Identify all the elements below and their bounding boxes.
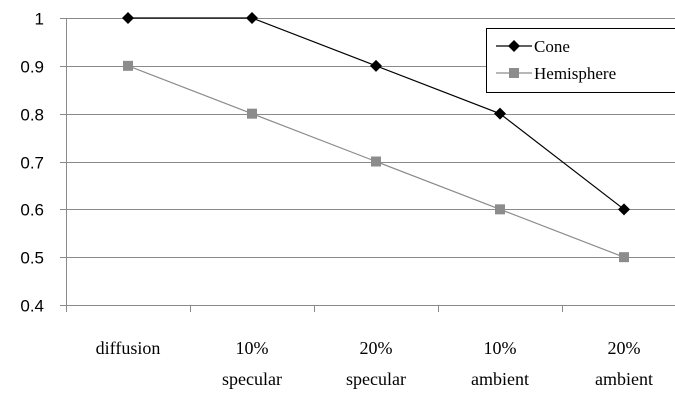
- legend: Cone Hemisphere: [486, 28, 675, 93]
- legend-swatch-marker: [508, 40, 520, 52]
- y-tick-label: 0.5: [20, 249, 44, 268]
- data-point: [247, 108, 257, 119]
- x-tick-label: 20% specular: [346, 338, 406, 389]
- legend-label: Cone: [534, 37, 570, 56]
- x-tick-label: 10% specular: [222, 338, 282, 389]
- x-tick-label-line: 20%: [360, 338, 393, 358]
- y-tick-label: 0.4: [20, 297, 44, 316]
- x-axis-ticks: diffusion 10% specular 20% specular 10% ambien…: [66, 305, 653, 389]
- x-tick-label-line: specular: [222, 369, 282, 389]
- data-point: [246, 12, 258, 24]
- data-point: [618, 203, 630, 216]
- legend-label: Hemisphere: [534, 64, 616, 83]
- x-tick-label-line: 10%: [484, 338, 517, 358]
- legend-box: [486, 28, 675, 93]
- x-tick-label-line: diffusion: [96, 338, 161, 358]
- y-tick-label: 0.6: [20, 201, 44, 220]
- data-point: [123, 60, 133, 71]
- data-point: [371, 156, 381, 167]
- series-cone: [122, 12, 630, 216]
- x-tick-label-line: specular: [346, 369, 406, 389]
- x-tick-label: diffusion: [96, 338, 161, 358]
- data-point: [619, 252, 629, 263]
- x-tick-label-line: ambient: [595, 369, 653, 389]
- series: [122, 12, 630, 263]
- data-point: [122, 12, 134, 24]
- x-tick-label: 20% ambient: [595, 338, 653, 389]
- y-tick-label: 0.8: [20, 106, 44, 125]
- series-hemisphere: [123, 60, 629, 263]
- data-point: [494, 107, 506, 120]
- y-tick-label: 0.9: [20, 58, 44, 77]
- y-tick-label: 0.7: [20, 154, 44, 173]
- x-tick-label: 10% ambient: [471, 338, 529, 389]
- y-axis-ticks: 0.4 0.5 0.6 0.7 0.8 0.9 1: [20, 10, 66, 316]
- x-tick-label-line: 10%: [236, 338, 269, 358]
- data-point: [370, 59, 382, 72]
- legend-swatch-marker: [509, 68, 519, 78]
- data-point: [495, 204, 505, 215]
- y-tick-label: 1: [35, 10, 44, 29]
- x-tick-label-line: 20%: [608, 338, 641, 358]
- x-tick-label-line: ambient: [471, 369, 529, 389]
- axes: [66, 18, 675, 306]
